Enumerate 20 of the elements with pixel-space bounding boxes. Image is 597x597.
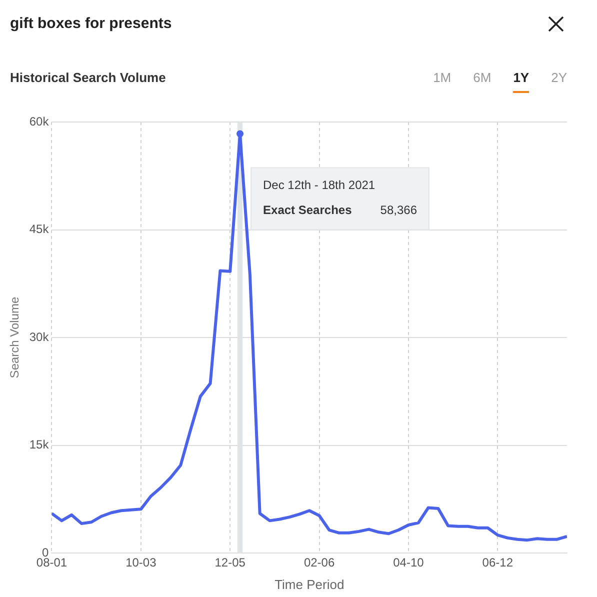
x-tick-label: 12-05 <box>214 556 246 570</box>
y-axis-title: Search Volume <box>8 296 22 378</box>
annotation: Exact Searches <box>263 203 352 218</box>
text: 6M <box>473 70 492 87</box>
y-tick-label: 30k <box>29 330 50 344</box>
text: 2Y <box>551 70 567 87</box>
y-tick-label: 60k <box>29 114 50 128</box>
chart-subtitle: Historical Search Volume <box>10 70 166 85</box>
annotation: Dec 12th - 18th 2021 <box>263 178 376 192</box>
x-tick-label: 10-03 <box>126 556 157 570</box>
text: 1M <box>433 70 452 87</box>
x-axis-title: Time Period <box>274 576 344 592</box>
y-tick-label: 15k <box>29 438 50 452</box>
text: 1Y <box>513 70 530 93</box>
annotation: 58,366 <box>380 203 418 218</box>
x-tick-label: 04-10 <box>393 556 424 570</box>
x-tick-label: 06-12 <box>482 556 514 570</box>
y-tick-label: 45k <box>29 222 50 236</box>
x-tick-label: 02-06 <box>304 556 335 570</box>
chart-title: gift boxes for presents <box>10 15 172 32</box>
